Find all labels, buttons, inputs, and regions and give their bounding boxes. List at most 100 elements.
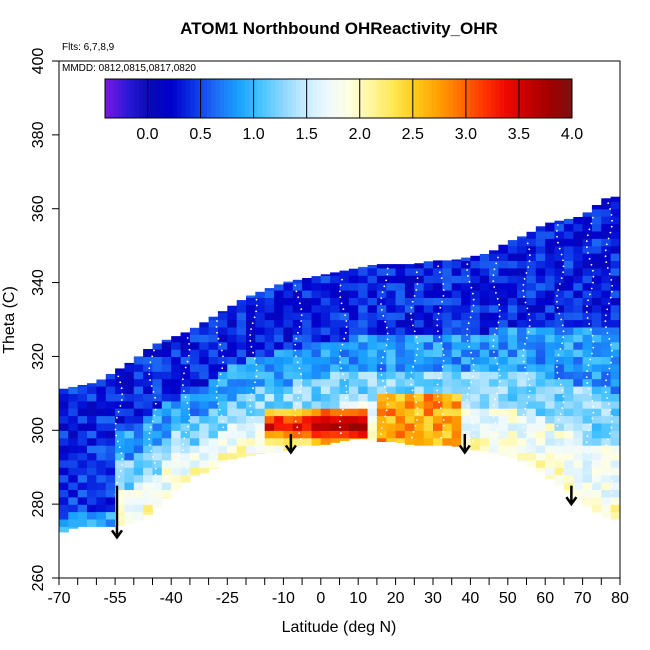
heatmap-cell: [461, 319, 471, 328]
heatmap-cell: [404, 267, 415, 276]
sample-dot: [562, 466, 565, 469]
heatmap-cell: [423, 297, 434, 306]
heatmap-cell: [96, 379, 107, 387]
heatmap-cell: [591, 459, 602, 468]
heatmap-cell: [526, 371, 537, 380]
heatmap-cell: [152, 393, 163, 402]
heatmap-cell: [591, 230, 602, 239]
heatmap-cell: [152, 445, 163, 454]
heatmap-cell: [246, 341, 256, 350]
sample-dot: [560, 318, 563, 321]
heatmap-cell: [610, 437, 620, 446]
heatmap-cell: [479, 275, 490, 284]
heatmap-cell: [302, 278, 313, 284]
heatmap-cell: [376, 349, 387, 357]
heatmap-cell: [358, 430, 369, 439]
heatmap-cell: [461, 312, 471, 321]
heatmap-cell: [358, 422, 369, 431]
heatmap-cell: [489, 437, 499, 446]
heatmap-cell: [535, 371, 546, 380]
sample-dot: [498, 303, 501, 306]
colorbar-swatch: [223, 79, 229, 118]
heatmap-cell: [161, 496, 172, 499]
sample-dot: [592, 346, 595, 349]
heatmap-cell: [545, 260, 556, 269]
heatmap-cell: [283, 290, 294, 298]
heatmap-cell: [461, 363, 471, 372]
heatmap-cell: [563, 326, 574, 335]
heatmap-cell: [133, 415, 144, 424]
sample-dot: [586, 234, 589, 237]
heatmap-cell: [479, 297, 490, 306]
heatmap-cell: [77, 518, 88, 527]
heatmap-cell: [217, 326, 228, 335]
heatmap-cell: [171, 452, 182, 461]
sample-dot: [148, 497, 151, 500]
heatmap-cell: [161, 467, 172, 476]
sample-dot: [251, 322, 254, 325]
heatmap-cell: [601, 349, 612, 357]
heatmap-cell: [330, 272, 341, 276]
heatmap-cell: [386, 400, 397, 409]
heatmap-cell: [582, 408, 593, 417]
heatmap-cell: [470, 415, 481, 424]
heatmap-cell: [386, 312, 397, 321]
heatmap-cell: [96, 459, 107, 468]
heatmap-cell: [171, 408, 182, 417]
sample-dot: [115, 434, 118, 437]
heatmap-cell: [554, 400, 565, 409]
heatmap-cell: [133, 386, 144, 394]
heatmap-cell: [545, 290, 556, 298]
heatmap-cell: [68, 422, 79, 431]
heatmap-cell: [143, 496, 154, 505]
sample-dot: [118, 475, 120, 478]
heatmap-cell: [358, 349, 369, 357]
colorbar-swatch: [262, 79, 267, 118]
sample-dot: [218, 408, 221, 411]
heatmap-cell: [535, 230, 546, 239]
heatmap-cell: [461, 386, 471, 394]
heatmap-cell: [161, 437, 172, 446]
heatmap-cell: [535, 445, 546, 454]
heatmap-cell: [77, 496, 88, 505]
heatmap-cell: [601, 319, 612, 328]
sample-dot: [472, 304, 475, 307]
sample-dot: [527, 396, 530, 398]
heatmap-cell: [404, 326, 415, 335]
colorbar-swatch: [512, 79, 518, 118]
heatmap-cell: [563, 386, 574, 394]
sample-dot: [528, 248, 531, 251]
heatmap-cell: [96, 474, 107, 483]
sample-dot: [499, 445, 501, 448]
heatmap-cell: [535, 378, 546, 387]
heatmap-cell: [348, 334, 359, 343]
sample-dot: [221, 367, 224, 370]
heatmap-cell: [461, 400, 471, 409]
heatmap-cell: [77, 489, 88, 498]
heatmap-cell: [404, 341, 415, 350]
heatmap-cell: [517, 422, 528, 431]
heatmap-cell: [461, 267, 471, 276]
heatmap-cell: [143, 415, 154, 424]
heatmap-cell: [591, 430, 602, 439]
heatmap-cell: [601, 326, 612, 335]
sample-dot: [586, 382, 589, 384]
heatmap-cell: [461, 356, 471, 365]
heatmap-cell: [77, 437, 88, 446]
sample-dot: [495, 292, 497, 294]
heatmap-cell: [152, 386, 163, 394]
sample-dot: [472, 292, 474, 295]
heatmap-cell: [115, 408, 126, 417]
sample-dot: [466, 269, 468, 271]
colorbar-swatch: [287, 79, 293, 118]
heatmap-cell: [404, 363, 415, 372]
colorbar-swatch: [525, 79, 530, 118]
heatmap-cell: [330, 341, 341, 350]
sample-dot: [527, 443, 530, 446]
x-tick-label: 60: [536, 590, 554, 607]
heatmap-cell: [133, 518, 144, 521]
sample-dot: [416, 407, 419, 409]
sample-dot: [493, 333, 496, 336]
sample-dot: [215, 396, 218, 399]
heatmap-cell: [386, 386, 397, 394]
